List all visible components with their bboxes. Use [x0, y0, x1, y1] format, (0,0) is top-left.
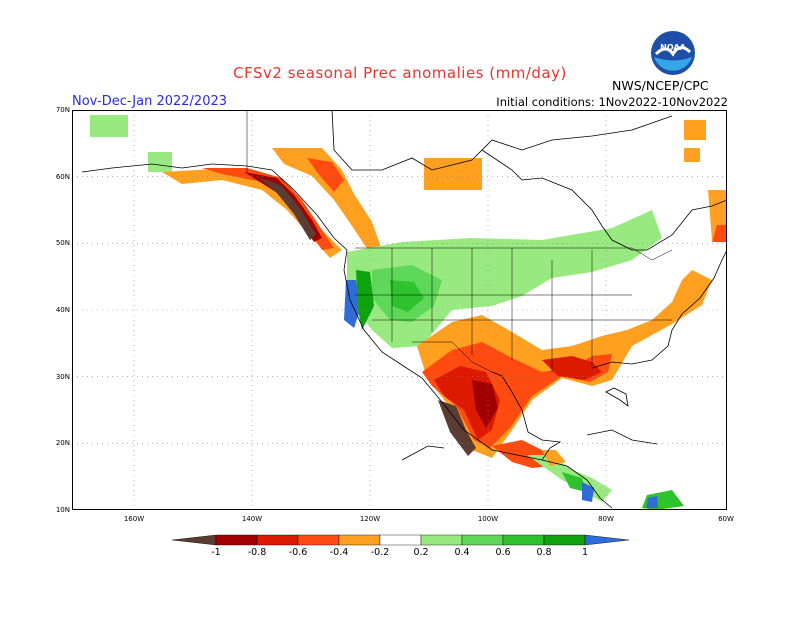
boundaries	[246, 110, 673, 373]
colorbar-label-m1: -1	[211, 547, 221, 558]
colorbar-label-m02: -0.2	[370, 547, 390, 558]
y-tick-30n: 30N	[55, 373, 70, 381]
noaa-logo: NOAA	[651, 31, 695, 75]
colorbar-label-m08: -0.8	[247, 547, 267, 558]
colorbar-bin-m02-02	[379, 534, 422, 546]
coastlines	[81, 110, 727, 509]
x-tick-60w: 60W	[718, 515, 734, 523]
colorbar-label-p04: 0.4	[454, 547, 470, 558]
y-tick-10n: 10N	[55, 506, 70, 514]
anomaly-fields	[90, 115, 727, 510]
y-tick-70n: 70N	[55, 106, 70, 114]
colorbar-label-p1: 1	[581, 547, 589, 558]
colorbar-label-p02: 0.2	[413, 547, 429, 558]
precip-anomaly-map	[72, 110, 727, 510]
colorbar-bin-08-1	[543, 534, 586, 546]
colorbar-bin-m1-m08	[215, 534, 258, 546]
colorbar-bin-06-08	[502, 534, 545, 546]
map-title: CFSv2 seasonal Prec anomalies (mm/day)	[233, 64, 567, 82]
noaa-logo-text: NOAA	[660, 43, 686, 52]
map-frame	[72, 110, 727, 510]
colorbar-bin-m04-m02	[338, 534, 381, 546]
colorbar-arrow-high	[584, 534, 630, 546]
y-tick-40n: 40N	[55, 306, 70, 314]
y-tick-20n: 20N	[55, 439, 70, 447]
y-tick-60n: 60N	[55, 173, 70, 181]
graticule	[72, 110, 727, 510]
colorbar-label-m06: -0.6	[288, 547, 308, 558]
colorbar-bin-02-04	[420, 534, 463, 546]
colorbar-arrow-low	[172, 534, 217, 546]
colorbar-label-p06: 0.6	[495, 547, 511, 558]
x-tick-160w: 160W	[123, 515, 145, 523]
x-tick-120w: 120W	[359, 515, 381, 523]
x-tick-100w: 100W	[477, 515, 499, 523]
colorbar-bin-m06-m04	[297, 534, 340, 546]
season-label: Nov-Dec-Jan 2022/2023	[72, 94, 228, 109]
org-label: NWS/NCEP/CPC	[612, 78, 709, 93]
x-tick-80w: 80W	[598, 515, 614, 523]
colorbar-bin-04-06	[461, 534, 504, 546]
colorbar-label-p08: 0.8	[536, 547, 552, 558]
x-tick-140w: 140W	[241, 515, 263, 523]
colorbar-bin-m08-m06	[256, 534, 299, 546]
initial-conditions-label: Initial conditions: 1Nov2022-10Nov2022	[496, 95, 728, 109]
colorbar	[172, 534, 630, 546]
y-tick-50n: 50N	[55, 239, 70, 247]
colorbar-label-m04: -0.4	[329, 547, 349, 558]
